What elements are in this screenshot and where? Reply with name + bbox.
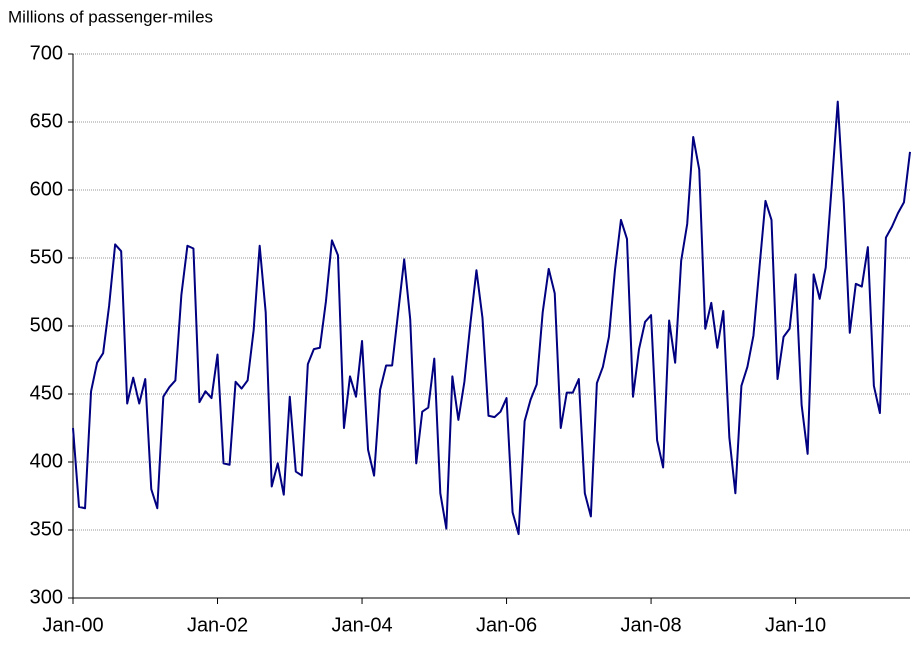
y-tick-label: 450: [30, 382, 63, 404]
y-tick-label: 550: [30, 246, 63, 268]
y-tick-label: 350: [30, 518, 63, 540]
y-tick-label: 400: [30, 450, 63, 472]
y-tick-label: 500: [30, 314, 63, 336]
y-tick-label: 650: [30, 110, 63, 132]
y-tick-label: 600: [30, 178, 63, 200]
y-tick-label: 300: [30, 586, 63, 608]
y-tick-label: 700: [30, 42, 63, 64]
data-line: [72, 100, 911, 536]
y-axis-label: Millions of passenger-miles: [8, 7, 213, 26]
x-tick-label: Jan-08: [620, 614, 681, 636]
x-tick-label: Jan-04: [331, 614, 392, 636]
x-tick-label: Jan-10: [765, 614, 826, 636]
x-tick-label: Jan-00: [42, 614, 103, 636]
x-tick-label: Jan-06: [476, 614, 537, 636]
x-tick-label: Jan-02: [187, 614, 248, 636]
